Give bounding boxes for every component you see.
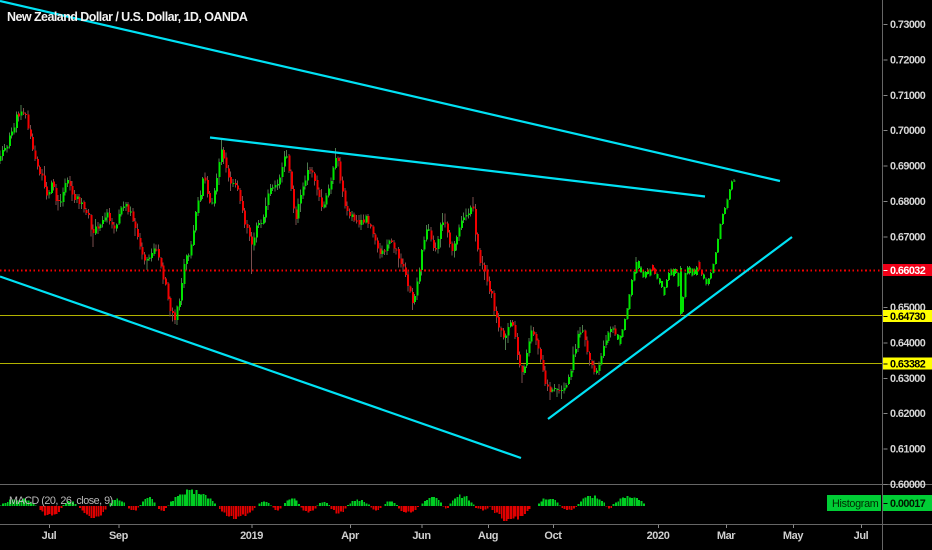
svg-text:2020: 2020 [647,530,670,542]
svg-text:0.72000: 0.72000 [890,54,926,66]
svg-text:0.64730: 0.64730 [890,311,926,323]
svg-text:0.60000: 0.60000 [890,479,926,491]
svg-text:0.66032: 0.66032 [890,265,926,277]
svg-text:0.64000: 0.64000 [890,338,926,350]
svg-text:MACD (20, 26, close, 9): MACD (20, 26, close, 9) [9,495,113,507]
svg-text:0.71000: 0.71000 [890,90,926,102]
svg-text:0.62000: 0.62000 [890,408,926,420]
svg-text:Oct: Oct [544,530,562,542]
svg-text:0.63000: 0.63000 [890,373,926,385]
svg-text:0.73000: 0.73000 [890,19,926,31]
svg-text:0.67000: 0.67000 [890,231,926,243]
svg-text:Aug: Aug [478,530,498,542]
svg-text:0.63382: 0.63382 [890,358,926,370]
svg-text:Jul: Jul [42,530,57,542]
svg-text:0.68000: 0.68000 [890,196,926,208]
svg-text:Mar: Mar [717,530,736,542]
svg-text:Apr: Apr [341,530,360,542]
svg-text:0.61000: 0.61000 [890,444,926,456]
svg-text:0.00017: 0.00017 [890,498,926,510]
svg-text:0.69000: 0.69000 [890,161,926,173]
svg-text:Histogram: Histogram [832,498,879,510]
svg-text:New Zealand Dollar / U.S. Doll: New Zealand Dollar / U.S. Dollar, 1D, OA… [7,10,248,24]
svg-text:Jul: Jul [854,530,869,542]
svg-text:Jun: Jun [412,530,431,542]
svg-text:Sep: Sep [109,530,129,542]
svg-text:0.70000: 0.70000 [890,125,926,137]
svg-text:2019: 2019 [240,530,263,542]
svg-text:May: May [783,530,804,542]
